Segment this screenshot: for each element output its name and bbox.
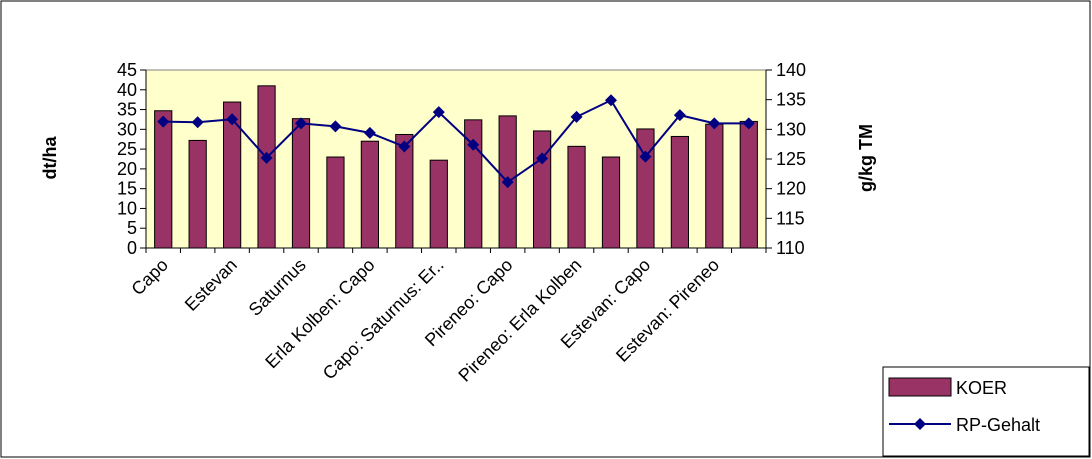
y-tick-label: 40 [117, 80, 137, 100]
marker-rp-gehalt [467, 138, 480, 151]
bar-koer [533, 130, 552, 249]
marker-rp-gehalt [398, 140, 411, 153]
bar-koer [154, 110, 173, 249]
line-rp-gehalt [163, 98, 749, 184]
bar-koer [291, 118, 311, 249]
marker-rp-gehalt [432, 106, 445, 119]
y-tick-label: 0 [127, 238, 137, 258]
marker-rp-gehalt [157, 115, 170, 128]
y2-axis-title: g/kg TM [856, 124, 876, 192]
y-tick-label: 15 [117, 179, 137, 199]
y-tick-label: 35 [117, 100, 137, 120]
y2-tick-label: 140 [776, 60, 806, 80]
y2-tick-label: 130 [776, 119, 806, 139]
marker-rp-gehalt [639, 150, 652, 163]
bar-koer [429, 159, 448, 249]
marker-rp-gehalt [295, 117, 307, 130]
marker-rp-gehalt [191, 116, 204, 129]
bar-koer [188, 139, 207, 249]
y2-tick-label: 125 [776, 149, 806, 169]
y-tick-label: 10 [117, 198, 137, 218]
plot-area [145, 69, 767, 249]
marker-rp-gehalt [226, 113, 239, 126]
y2-tick-label: 120 [776, 179, 806, 199]
y-tick-label: 25 [117, 139, 137, 159]
marker-rp-gehalt [708, 117, 721, 130]
legend-swatch-koer [888, 377, 952, 397]
bar-koer [567, 145, 586, 249]
y-tick-label: 5 [127, 218, 137, 238]
bar-koer [670, 135, 689, 249]
legend-marker-rp [914, 418, 926, 430]
bar-koer [257, 85, 276, 249]
marker-rp-gehalt [605, 94, 617, 107]
legend-label-koer: KOER [956, 378, 1007, 398]
legend: KOER RP-Gehalt [882, 366, 1090, 457]
y2-tick-label: 110 [776, 238, 805, 258]
y-axis-title: dt/ha [40, 136, 60, 180]
y-tick-label: 20 [117, 159, 137, 179]
marker-rp-gehalt [536, 152, 549, 165]
y2-tick-label: 135 [776, 90, 806, 110]
bar-koer [739, 120, 758, 249]
bar-koer [705, 123, 724, 249]
marker-rp-gehalt [742, 117, 755, 130]
marker-rp-gehalt [329, 120, 342, 133]
marker-rp-gehalt [260, 151, 273, 164]
bar-koer [360, 140, 379, 249]
marker-rp-gehalt [363, 126, 376, 139]
legend-label-rp: RP-Gehalt [956, 415, 1040, 435]
marker-rp-gehalt [570, 110, 583, 123]
marker-rp-gehalt [501, 176, 514, 189]
bar-koer [601, 156, 621, 249]
y2-tick-label: 115 [776, 208, 805, 228]
bar-koer [326, 156, 345, 249]
y-tick-label: 30 [117, 119, 137, 139]
marker-rp-gehalt [673, 109, 686, 122]
y-tick-label: 45 [117, 60, 137, 80]
